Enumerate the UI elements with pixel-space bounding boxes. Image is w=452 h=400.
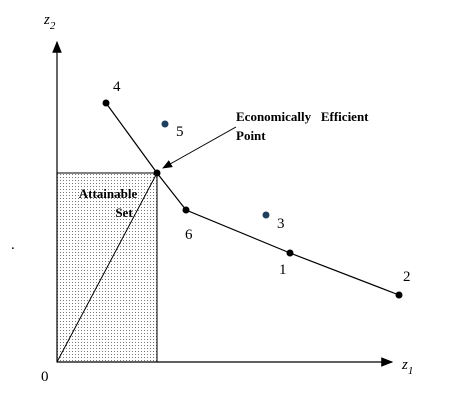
point-label: 6 <box>185 227 193 243</box>
x-axis-label: z1 <box>401 357 413 377</box>
point-label: 4 <box>113 79 121 95</box>
point-label: 1 <box>279 262 287 278</box>
point <box>153 169 161 177</box>
ray <box>56 172 158 363</box>
point-label: 2 <box>403 269 411 285</box>
point-label: 5 <box>176 124 184 140</box>
y-axis-label: z2 <box>43 12 56 32</box>
x-label-base: z <box>401 357 408 373</box>
point <box>161 120 169 128</box>
point-label: 3 <box>277 216 285 232</box>
y-label-base: z <box>43 12 50 28</box>
region-label: Set <box>115 205 133 220</box>
x-label-sub: 1 <box>408 365 414 377</box>
point <box>395 291 403 299</box>
point <box>262 211 270 219</box>
annotation-arrow <box>162 126 237 169</box>
point <box>182 206 190 214</box>
stray-mark: . <box>11 237 15 253</box>
origin-label: 0 <box>41 369 49 385</box>
point <box>286 249 294 257</box>
region-label: Attainable <box>79 186 138 201</box>
annotation-text: Point <box>236 128 266 143</box>
point <box>102 99 110 107</box>
annotation-text: Economically Efficient <box>236 109 369 124</box>
y-label-sub: 2 <box>50 20 56 32</box>
